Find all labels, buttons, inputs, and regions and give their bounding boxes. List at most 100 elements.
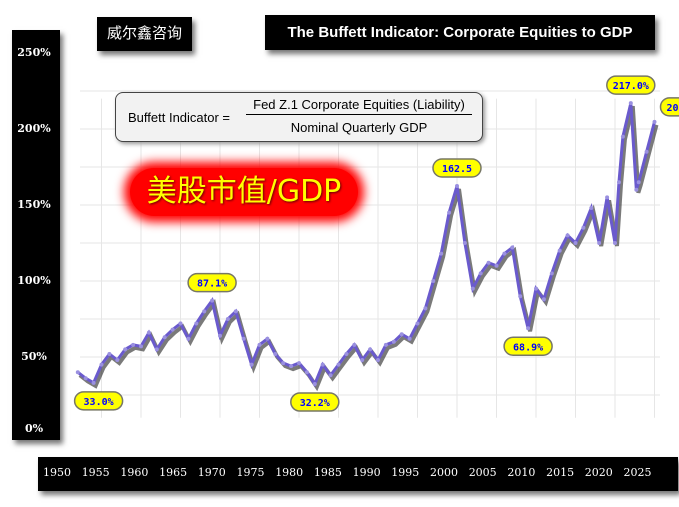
data-point <box>107 351 112 356</box>
y-tick-label: 150% <box>17 198 51 211</box>
y-tick-label: 100% <box>17 274 51 287</box>
data-point <box>368 347 373 352</box>
data-point <box>233 309 238 314</box>
data-point <box>644 149 649 154</box>
y-axis-bar: 0% 50% 100% 150% 200% 250% <box>12 30 60 440</box>
formula-denominator: Nominal Quarterly GDP <box>290 120 428 135</box>
data-point <box>257 342 262 347</box>
data-point <box>115 358 120 363</box>
data-point <box>320 362 325 367</box>
data-point <box>273 351 278 356</box>
data-point <box>494 263 499 268</box>
data-point <box>399 332 404 337</box>
data-point <box>91 380 96 385</box>
data-point <box>534 286 538 291</box>
y-tick-label: 200% <box>17 122 51 135</box>
data-point <box>352 342 357 347</box>
data-point <box>415 321 420 326</box>
data-point <box>439 251 444 256</box>
chinese-title-stamp: 美股市值/GDP <box>130 168 358 216</box>
data-point <box>218 333 222 338</box>
data-point <box>589 206 594 211</box>
value-annotation: 32.2% <box>290 392 340 412</box>
data-point <box>162 335 167 340</box>
data-point <box>225 317 230 321</box>
x-tick-label: 1960 <box>120 466 149 479</box>
data-point <box>431 279 436 283</box>
data-point <box>455 184 459 188</box>
value-annotation: 87.1% <box>187 272 237 293</box>
x-tick-label: 2015 <box>546 466 575 479</box>
x-tick-label: 2010 <box>507 466 536 479</box>
x-tick-label: 2020 <box>584 466 613 479</box>
data-point <box>139 344 143 349</box>
data-point <box>634 187 639 192</box>
x-tick-label: 1975 <box>236 466 265 479</box>
x-tick-label: 1955 <box>81 466 110 479</box>
formula-numerator: Fed Z.1 Corporate Equities (Liability) <box>246 97 472 115</box>
data-point <box>565 233 570 238</box>
data-point <box>478 271 483 276</box>
data-point <box>486 260 491 265</box>
data-point <box>541 297 546 302</box>
data-point <box>502 251 507 256</box>
value-annotation: 162.5 <box>432 158 482 178</box>
x-tick-label: 1980 <box>275 466 304 479</box>
data-point <box>407 336 412 341</box>
x-tick-label: 1990 <box>352 466 381 479</box>
data-point <box>297 361 301 366</box>
data-point <box>99 362 104 367</box>
x-tick-label: 1965 <box>159 466 188 479</box>
data-point <box>328 373 333 378</box>
data-point <box>344 351 349 356</box>
data-point <box>281 361 286 366</box>
brand-label: 威尔鑫咨询 <box>97 17 192 51</box>
data-point <box>123 347 128 352</box>
x-axis-bar: 1950 1955 1960 1965 1970 1975 1980 1985 1990 1995… <box>38 457 678 491</box>
data-point <box>186 336 191 341</box>
data-point <box>557 248 562 253</box>
y-tick-label: 0% <box>24 422 44 435</box>
data-point <box>241 336 246 341</box>
data-point <box>616 180 621 185</box>
data-point <box>131 342 136 347</box>
data-point <box>549 271 554 276</box>
data-point <box>336 362 341 367</box>
x-tick-label: 2025 <box>623 466 652 479</box>
data-point <box>636 180 641 185</box>
annotation-label: 87.1% <box>197 279 227 290</box>
x-tick-label: 1970 <box>197 466 226 479</box>
data-point <box>170 327 175 332</box>
series-shadow <box>78 105 659 392</box>
annotation-label: 217.0% <box>613 81 649 92</box>
series-line <box>76 102 656 388</box>
annotation-label: 32.2% <box>300 398 330 409</box>
data-point <box>178 321 183 326</box>
data-point <box>376 358 380 363</box>
data-point <box>620 134 625 139</box>
data-point <box>194 321 199 326</box>
data-point <box>75 370 80 375</box>
data-point <box>573 241 578 245</box>
data-point <box>605 195 610 200</box>
x-tick-label: 1995 <box>391 466 420 479</box>
data-point <box>526 326 531 331</box>
x-tick-label: 1950 <box>43 466 71 479</box>
annotation-label: 68.9% <box>513 342 543 353</box>
data-point <box>265 336 270 341</box>
annotation-label: 33.0% <box>84 397 114 408</box>
data-point <box>581 225 586 230</box>
value-annotation: 33.0% <box>73 391 124 411</box>
data-point <box>597 241 602 245</box>
data-point <box>391 339 396 344</box>
y-tick-label: 50% <box>21 350 47 363</box>
value-annotation: 204.7% <box>659 97 679 117</box>
data-point <box>628 101 633 106</box>
data-point <box>304 370 309 375</box>
x-tick-label: 2005 <box>468 466 497 479</box>
x-tick-label: 1985 <box>313 466 342 479</box>
value-annotation: 68.9% <box>503 336 553 357</box>
data-point <box>360 358 365 363</box>
data-point <box>154 347 159 352</box>
data-point <box>202 309 207 314</box>
